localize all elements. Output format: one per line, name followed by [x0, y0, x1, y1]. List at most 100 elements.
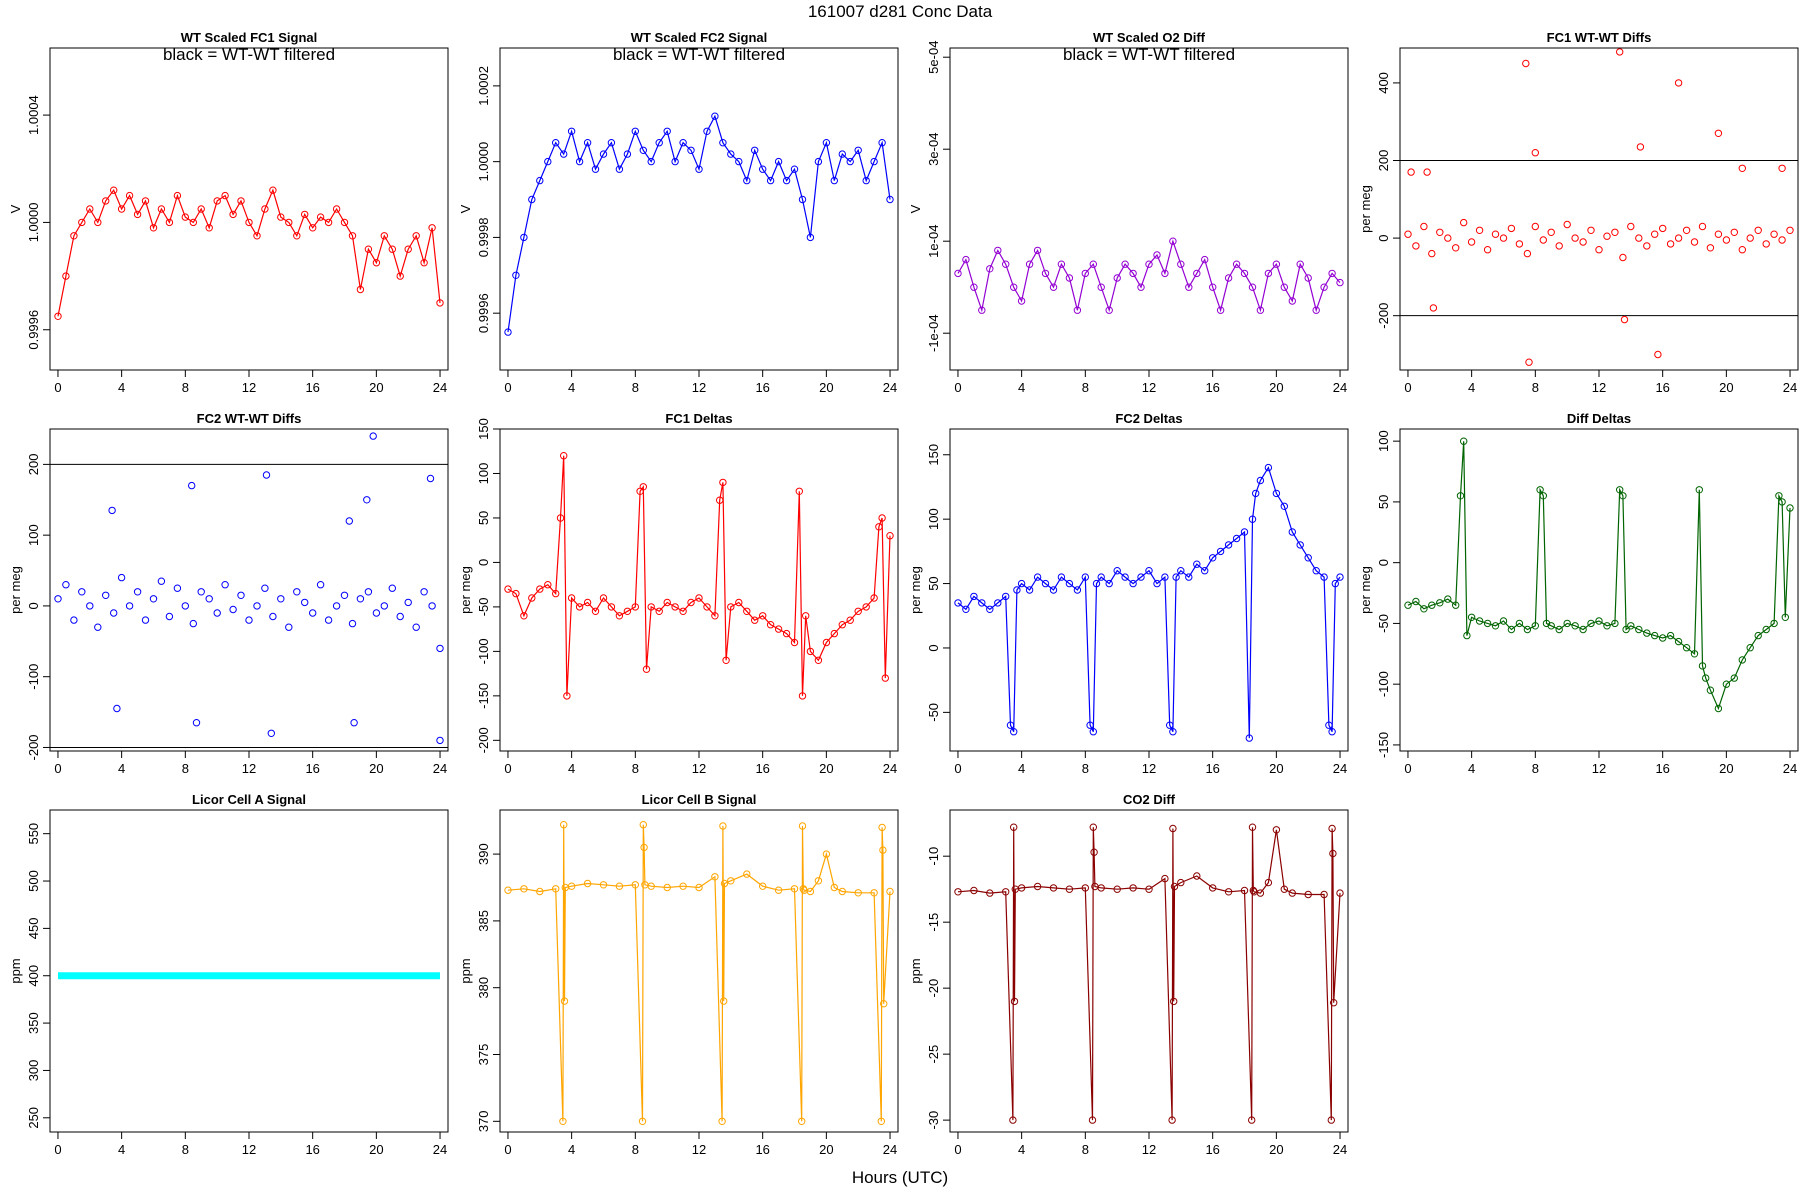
x-tick-label: 16 — [305, 1142, 319, 1157]
data-point — [782, 629, 791, 638]
data-point — [1049, 283, 1058, 291]
data-point — [1193, 872, 1201, 880]
chart-panel: Licor Cell B Signal 0 4 8 12 16 20 24 370 375 380 3… — [458, 792, 899, 1157]
data-point — [1249, 886, 1258, 895]
data-point — [350, 719, 358, 727]
data-point — [1563, 220, 1571, 229]
data-point — [110, 609, 118, 617]
data-point — [1232, 260, 1241, 268]
data-point — [663, 127, 671, 136]
data-point — [1746, 644, 1754, 652]
x-tick-label: 0 — [504, 1142, 511, 1157]
x-tick-label: 8 — [182, 380, 189, 395]
data-point — [1320, 573, 1328, 581]
x-tick-label: 0 — [54, 380, 61, 395]
data-point — [1232, 534, 1241, 543]
x-tick-label: 16 — [755, 761, 769, 776]
data-point — [1754, 631, 1762, 640]
data-point — [1595, 246, 1603, 254]
data-point — [1547, 228, 1555, 237]
data-point — [1460, 218, 1468, 227]
data-point — [1420, 222, 1428, 231]
y-axis-label: ppm — [8, 958, 23, 983]
x-tick-label: 12 — [692, 761, 706, 776]
data-point — [994, 246, 1002, 255]
data-point — [269, 186, 277, 194]
data-point — [1531, 222, 1540, 231]
data-point — [774, 886, 783, 894]
y-tick-label: -200 — [26, 734, 41, 760]
data-point — [1169, 237, 1177, 245]
data-point — [1049, 884, 1058, 892]
data-point — [1185, 283, 1193, 291]
data-point — [552, 885, 560, 893]
chart-title: FC2 WT-WT Diffs — [197, 411, 302, 426]
data-point — [205, 224, 213, 232]
data-point — [1105, 579, 1113, 588]
data-point — [189, 619, 198, 628]
data-point — [1571, 234, 1579, 242]
data-point — [1248, 283, 1257, 291]
data-point — [623, 607, 632, 615]
data-point — [647, 157, 655, 166]
x-axis-label: Hours (UTC) — [851, 1168, 949, 1187]
chart-panel: FC1 WT-WT Diffs 0 4 8 12 16 20 24 -200 0 200 400 per… — [1358, 30, 1799, 395]
data-point — [1738, 656, 1747, 664]
data-point — [1089, 260, 1098, 268]
data-point — [1539, 236, 1548, 244]
data-point — [396, 272, 404, 280]
x-tick-label: 0 — [954, 1142, 961, 1157]
data-point — [766, 621, 775, 629]
x-tick-label: 4 — [1468, 380, 1475, 395]
y-tick-label: 250 — [26, 1107, 41, 1129]
data-point — [798, 195, 807, 204]
data-point — [743, 870, 751, 878]
data-point — [1081, 573, 1090, 581]
data-point — [560, 150, 568, 158]
data-point — [1245, 734, 1254, 742]
data-point — [1499, 234, 1508, 242]
data-point — [1264, 878, 1273, 887]
data-point — [436, 736, 444, 745]
data-point — [1460, 437, 1468, 445]
data-point — [806, 647, 815, 656]
y-tick-label: -100 — [26, 664, 41, 690]
data-point — [149, 595, 158, 603]
x-tick-label: 12 — [692, 1142, 706, 1157]
data-point — [1622, 625, 1630, 634]
x-tick-label: 20 — [819, 380, 833, 395]
data-point — [316, 213, 325, 221]
y-axis-label: per meg — [1358, 566, 1373, 614]
data-point — [1129, 269, 1137, 278]
y-tick-label: -1e-04 — [926, 314, 941, 352]
x-tick-label: 12 — [1592, 380, 1606, 395]
data-point — [1423, 168, 1431, 176]
data-point — [759, 165, 767, 173]
data-point — [1714, 704, 1723, 713]
x-tick-label: 24 — [883, 1142, 897, 1157]
data-point — [1288, 528, 1297, 536]
y-axis-label: per meg — [908, 566, 923, 614]
data-point — [141, 616, 150, 624]
data-point — [1619, 253, 1627, 262]
data-point — [1145, 567, 1153, 575]
data-point — [751, 146, 759, 155]
data-point — [1304, 274, 1312, 282]
data-point — [711, 873, 719, 881]
x-tick-label: 0 — [954, 761, 961, 776]
x-tick-label: 16 — [1205, 761, 1219, 776]
x-tick-label: 20 — [369, 380, 383, 395]
y-tick-label: 300 — [26, 1060, 41, 1082]
data-point — [1746, 234, 1754, 242]
data-point — [512, 589, 520, 598]
data-point — [1161, 269, 1169, 278]
data-point — [504, 886, 512, 894]
data-point — [192, 719, 201, 727]
x-tick-label: 4 — [1018, 380, 1025, 395]
data-point — [1209, 884, 1217, 892]
data-point — [1515, 619, 1524, 628]
plot-frame — [949, 47, 1349, 371]
data-point — [1201, 567, 1209, 575]
data-point — [1006, 721, 1015, 729]
plot-frame — [499, 809, 899, 1133]
